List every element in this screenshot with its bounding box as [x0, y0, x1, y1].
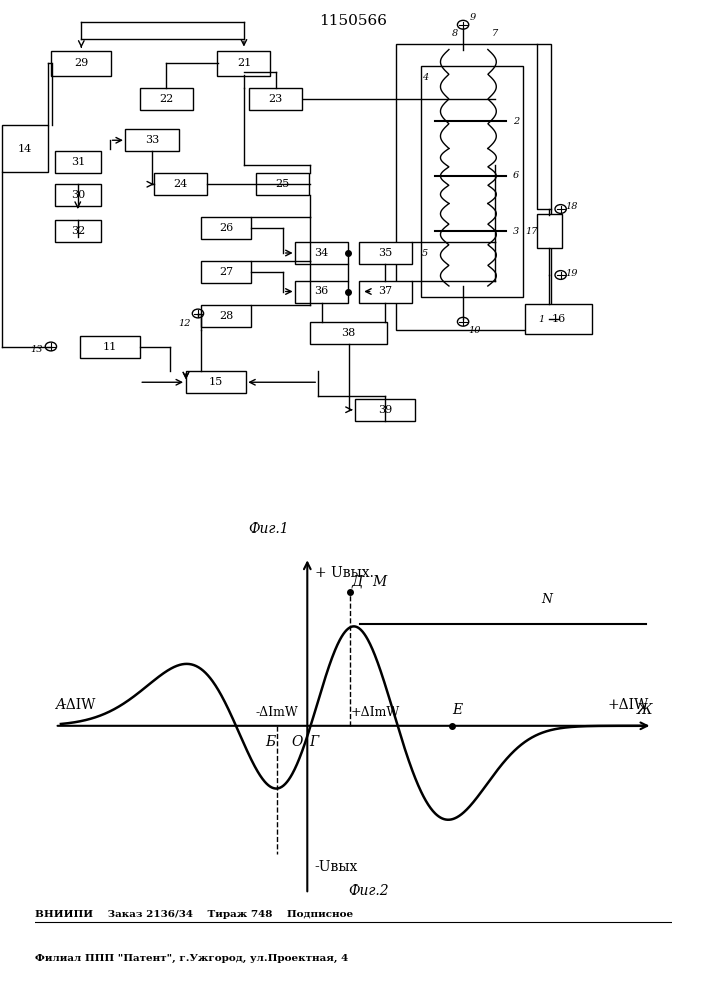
Text: 17: 17 — [525, 227, 537, 235]
Text: Б: Б — [265, 735, 275, 749]
Bar — [296, 242, 348, 264]
Text: 14: 14 — [18, 143, 32, 153]
Text: A: A — [54, 698, 65, 712]
Bar — [257, 173, 310, 195]
Text: 34: 34 — [315, 248, 329, 258]
Text: 1150566: 1150566 — [320, 14, 387, 28]
Text: 4: 4 — [422, 73, 428, 82]
Text: 5: 5 — [422, 248, 428, 257]
Text: 31: 31 — [71, 157, 85, 167]
Bar — [154, 173, 207, 195]
Text: 30: 30 — [71, 190, 85, 200]
Text: N: N — [542, 593, 552, 606]
Text: 13: 13 — [30, 345, 42, 354]
Bar — [140, 88, 192, 110]
Bar — [55, 184, 101, 206]
Text: 16: 16 — [551, 314, 566, 324]
Text: 33: 33 — [145, 135, 159, 145]
Text: 23: 23 — [269, 94, 283, 104]
Bar — [218, 51, 270, 76]
Text: 10: 10 — [468, 326, 481, 335]
Text: Филиал ППП "Патент", г.Ужгород, ул.Проектная, 4: Филиал ППП "Патент", г.Ужгород, ул.Проек… — [35, 954, 349, 963]
Text: 24: 24 — [173, 179, 187, 189]
Bar — [359, 242, 412, 264]
Text: -Uвых: -Uвых — [315, 860, 358, 874]
Text: 18: 18 — [566, 202, 578, 211]
Text: -ΔIW: -ΔIW — [61, 698, 95, 712]
Text: 9: 9 — [470, 13, 477, 22]
Bar — [201, 261, 251, 283]
Text: ВНИИПИ    Заказ 2136/34    Тираж 748    Подписное: ВНИИПИ Заказ 2136/34 Тираж 748 Подписное — [35, 910, 354, 919]
Text: 26: 26 — [219, 223, 233, 233]
Text: 12: 12 — [178, 319, 191, 328]
Bar — [356, 399, 416, 421]
Text: 21: 21 — [237, 58, 251, 68]
Text: 25: 25 — [276, 179, 290, 189]
Text: 8: 8 — [452, 29, 458, 38]
Text: 15: 15 — [209, 377, 223, 387]
Text: 32: 32 — [71, 226, 85, 236]
Bar — [296, 280, 348, 302]
Text: 38: 38 — [341, 328, 356, 338]
Bar — [421, 66, 523, 297]
Text: +ΔImW: +ΔImW — [351, 706, 399, 719]
Text: 35: 35 — [378, 248, 392, 258]
Bar — [359, 280, 412, 302]
Bar — [126, 129, 178, 151]
Text: Фиг.2: Фиг.2 — [349, 884, 390, 898]
Text: О: О — [291, 735, 303, 749]
Text: +ΔIW: +ΔIW — [608, 698, 649, 712]
Text: Фиг.1: Фиг.1 — [248, 522, 289, 536]
Bar — [310, 322, 387, 344]
Text: 1: 1 — [538, 316, 544, 324]
Text: 29: 29 — [74, 58, 88, 68]
Text: Ж: Ж — [637, 703, 653, 717]
Bar — [201, 305, 251, 327]
Text: 3: 3 — [513, 227, 519, 235]
Bar — [537, 215, 562, 247]
Text: + Uвых.: + Uвых. — [315, 566, 373, 580]
Bar — [525, 304, 592, 334]
Text: 6: 6 — [513, 172, 519, 180]
Text: -ΔImW: -ΔImW — [255, 706, 298, 719]
Text: 37: 37 — [378, 286, 392, 296]
Text: M: M — [372, 575, 386, 589]
Text: 27: 27 — [219, 267, 233, 277]
Text: Д: Д — [351, 575, 363, 589]
Bar — [250, 88, 303, 110]
Text: 2: 2 — [513, 116, 519, 125]
Bar — [201, 217, 251, 239]
Bar — [55, 220, 101, 242]
Bar — [55, 151, 101, 173]
Text: Г: Г — [309, 735, 318, 749]
Text: 22: 22 — [159, 94, 173, 104]
Text: 7: 7 — [492, 29, 498, 38]
Bar — [52, 51, 112, 76]
Text: 19: 19 — [566, 269, 578, 278]
Text: 39: 39 — [378, 405, 392, 415]
Bar — [396, 44, 551, 330]
Text: E: E — [452, 703, 462, 717]
Bar — [185, 371, 246, 393]
Bar — [79, 336, 140, 358]
Bar — [2, 125, 47, 172]
Text: 36: 36 — [315, 286, 329, 296]
Text: 28: 28 — [219, 311, 233, 321]
Text: 11: 11 — [103, 342, 117, 352]
